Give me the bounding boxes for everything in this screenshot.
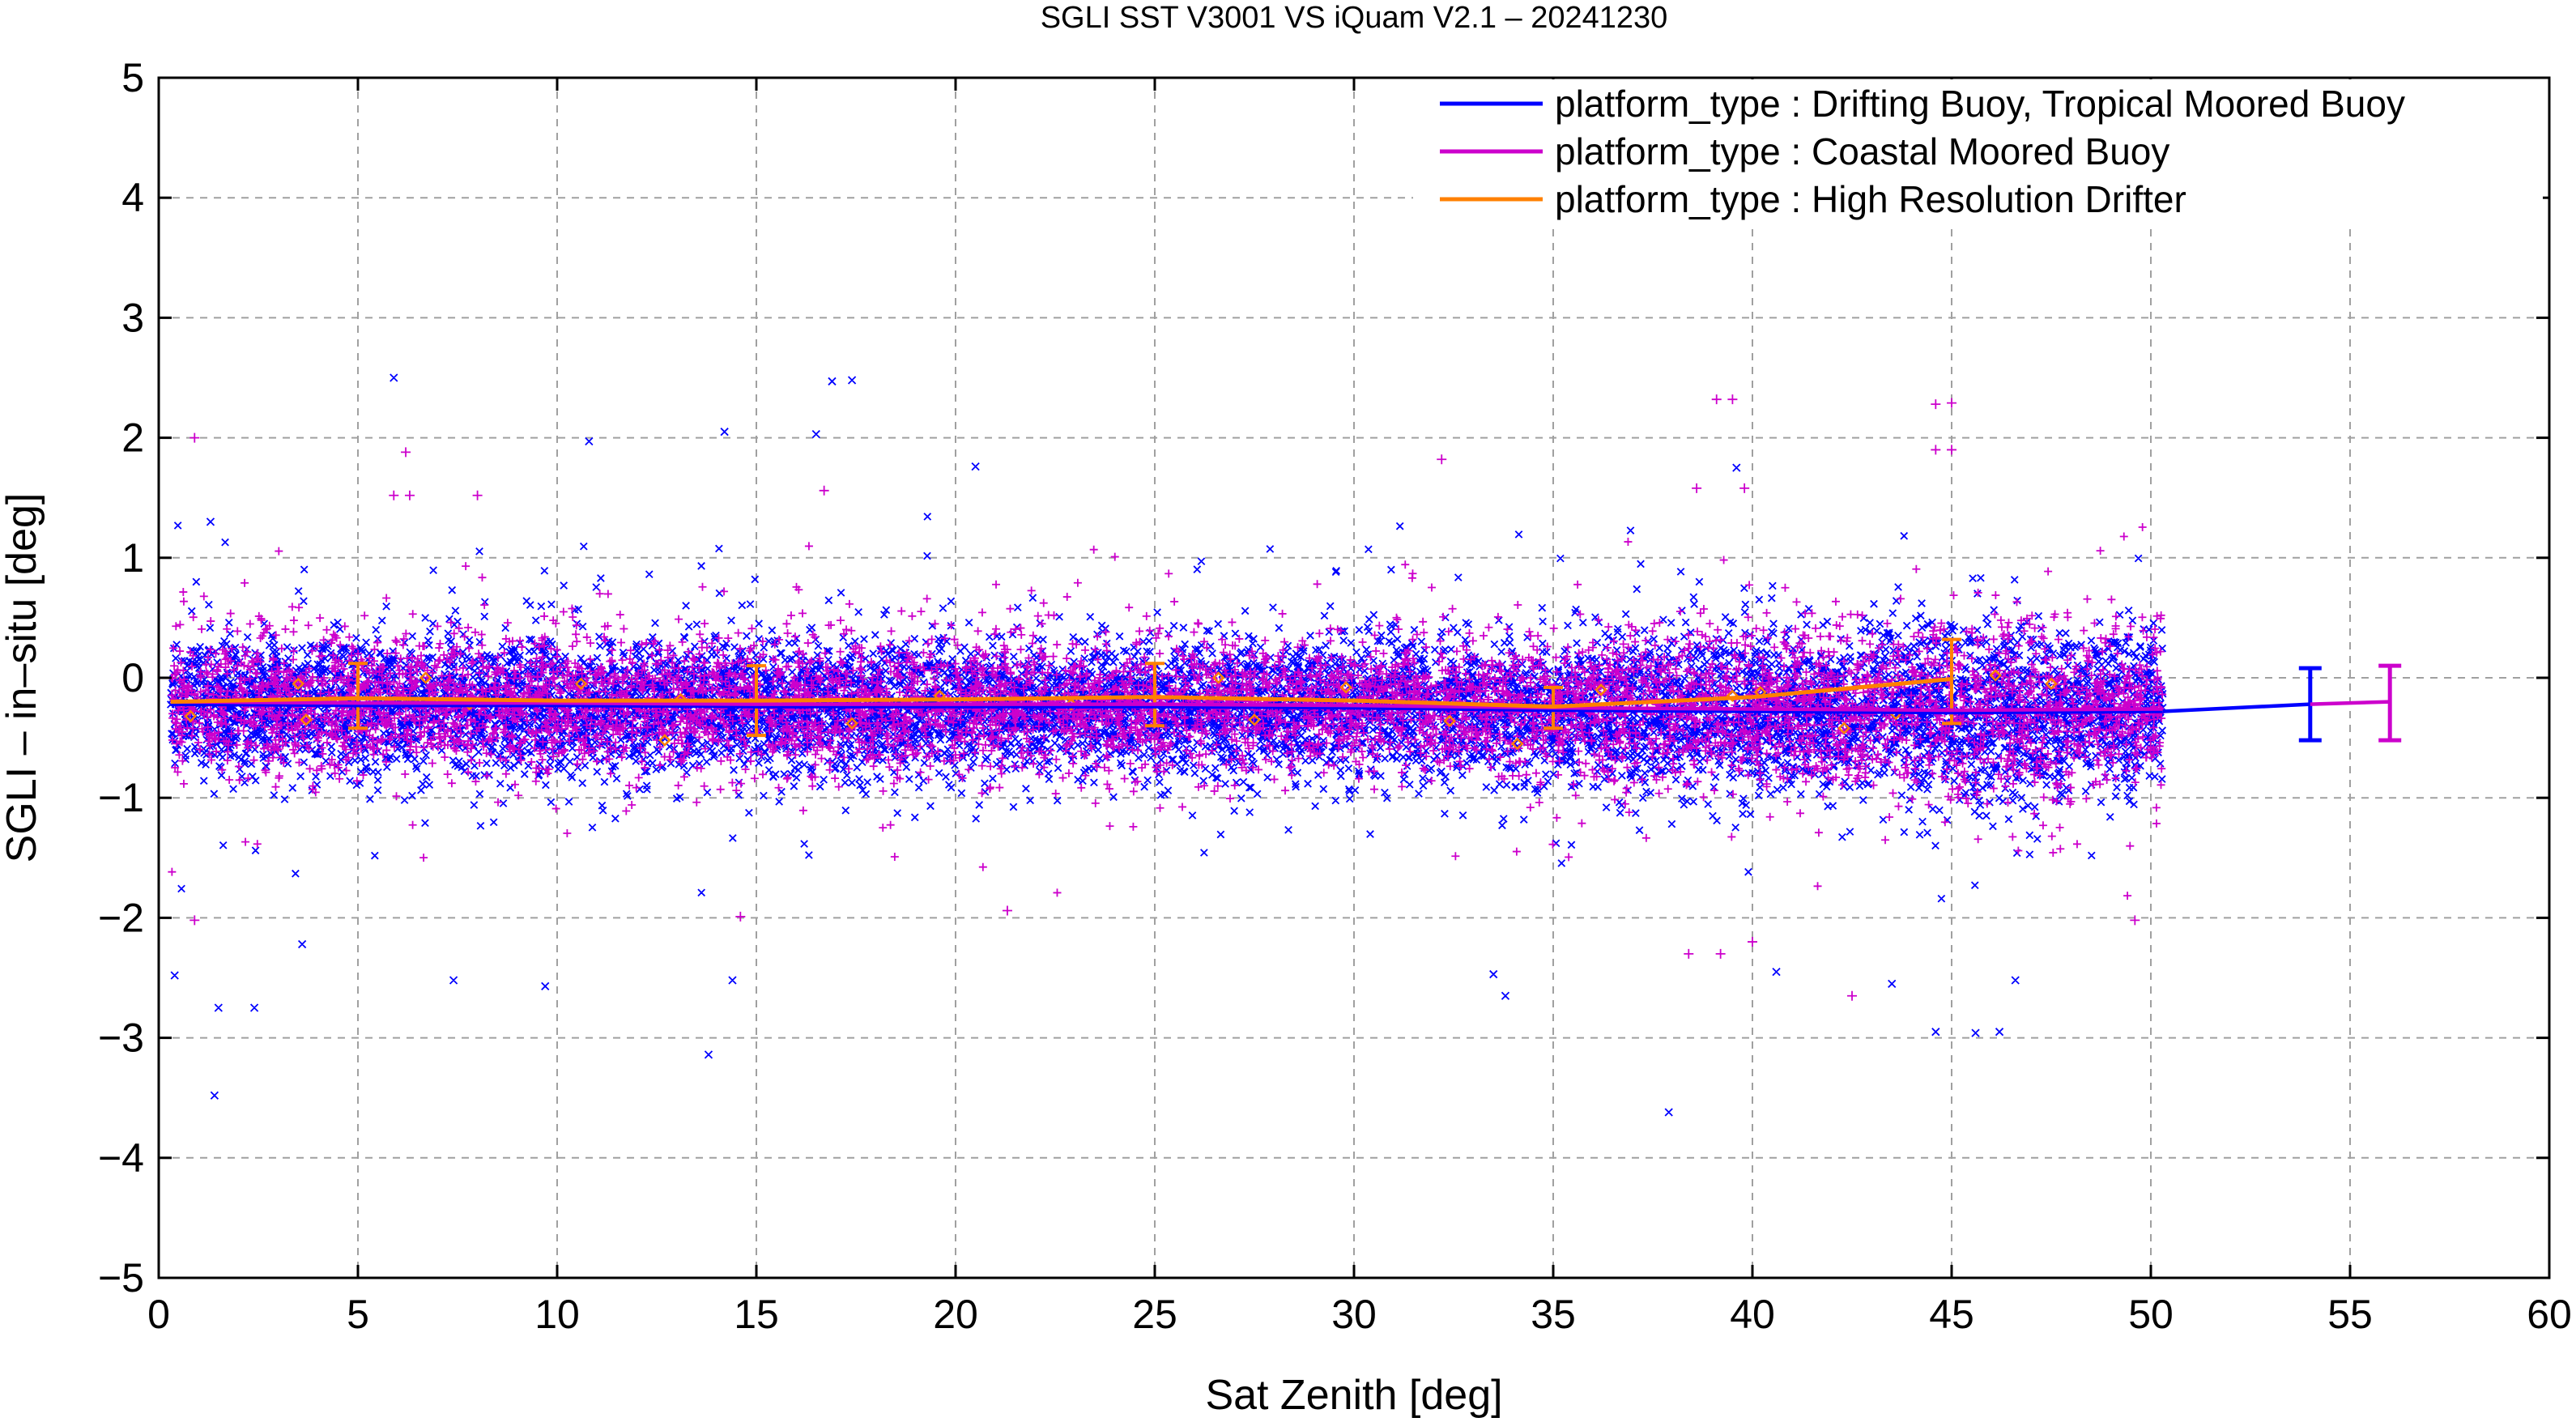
high-res-drifter-point — [1837, 722, 1850, 735]
y-tick-label: 4 — [121, 175, 144, 220]
y-tick-label: 5 — [121, 55, 144, 100]
high-res-drifter-point — [574, 677, 588, 691]
y-axis-ticks: −5 −4 −3 −2 −1 0 1 2 3 4 5 — [98, 55, 2549, 1301]
legend-label-coastal-buoy: platform_type : Coastal Moored Buoy — [1555, 130, 2169, 172]
y-tick-label: 3 — [121, 295, 144, 340]
summary-connector-drifting-buoy — [2162, 702, 2310, 713]
y-tick-label: 2 — [121, 415, 144, 461]
high-res-drifter-point — [184, 709, 198, 723]
y-tick-label: 1 — [121, 535, 144, 581]
y-tick-label: −3 — [98, 1015, 144, 1061]
mean-line-drifting-buoy — [170, 702, 2163, 715]
x-tick-label: 10 — [534, 1292, 580, 1337]
high-res-drifter-point — [1339, 681, 1352, 694]
x-tick-label: 50 — [2128, 1292, 2174, 1337]
high-res-drifter-point — [2045, 677, 2058, 691]
x-tick-label: 20 — [933, 1292, 978, 1337]
x-tick-label: 60 — [2527, 1292, 2572, 1337]
x-tick-label: 25 — [1132, 1292, 1177, 1337]
high-res-drifter-point — [1595, 683, 1607, 696]
high-res-drifter-point — [292, 677, 304, 691]
y-tick-label: −4 — [98, 1135, 144, 1181]
high-res-drifter-point — [1443, 714, 1456, 728]
high-res-drifter-point — [1989, 669, 2002, 682]
high-res-drifter-point — [419, 671, 432, 684]
mean-line-coastal-buoy — [170, 700, 2163, 713]
x-tick-label: 35 — [1531, 1292, 1576, 1337]
chart-title: SGLI SST V3001 VS iQuam V2.1 – 20241230 — [1041, 1, 1668, 35]
x-tick-label: 30 — [1331, 1292, 1377, 1337]
summary-connector-coastal-buoy — [2310, 700, 2391, 706]
x-tick-label: 45 — [1929, 1292, 1974, 1337]
legend: platform_type : Drifting Buoy, Tropical … — [1413, 79, 2543, 225]
y-tick-label: −2 — [98, 895, 144, 940]
high-res-drifter-point — [1726, 689, 1739, 702]
summary-errorbars — [2162, 663, 2402, 743]
x-tick-label: 5 — [347, 1292, 369, 1337]
x-tick-label: 55 — [2327, 1292, 2373, 1337]
high-res-drifter-point — [1510, 737, 1524, 751]
x-axis-label: Sat Zenith [deg] — [1205, 1372, 1502, 1419]
x-tick-label: 40 — [1730, 1292, 1775, 1337]
x-tick-label: 15 — [734, 1292, 779, 1337]
x-tick-label: 0 — [147, 1292, 170, 1337]
high-res-drifter-point — [1211, 671, 1225, 684]
high-res-drifter-point — [845, 717, 858, 730]
y-tick-label: −5 — [98, 1255, 144, 1301]
mean-line-high-res-drifter — [170, 676, 1952, 709]
high-res-drifter-point — [658, 734, 671, 747]
y-axis-label: SGLI – in–situ [deg] — [0, 493, 45, 863]
legend-label-high-res-drifter: platform_type : High Resolution Drifter — [1555, 178, 2186, 220]
high-res-drifter-point — [1248, 713, 1261, 726]
legend-background — [1413, 79, 2543, 225]
y-tick-label: −1 — [98, 775, 144, 820]
y-tick-label: 0 — [121, 655, 144, 700]
mean-lines — [170, 676, 2163, 715]
high-res-drifter-point — [300, 713, 313, 726]
grid-lines — [159, 78, 2549, 1278]
legend-label-drifting-buoy: platform_type : Drifting Buoy, Tropical … — [1555, 83, 2405, 125]
